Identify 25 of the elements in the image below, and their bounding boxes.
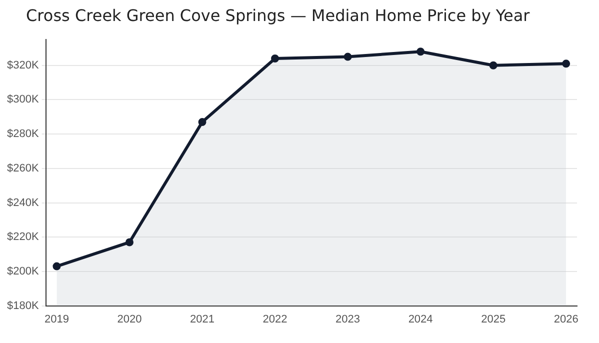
y-tick-label: $320K [6,59,40,72]
x-tick-label: 2022 [262,313,288,326]
point [416,48,425,56]
point [489,61,498,70]
x-tick-label: 2020 [117,313,142,326]
x-tick-label: 2024 [408,313,433,326]
y-tick-label: $200K [6,265,40,278]
x-tick-label: 2019 [44,313,69,326]
point [562,60,570,68]
y-tick-label: $280K [6,128,40,140]
y-tick-label: $260K [6,162,40,174]
point [271,54,280,62]
y-tick-label: $240K [6,196,40,209]
x-tick-label: 2021 [190,313,214,326]
y-tick-label: $300K [6,94,40,106]
y-tick-label: $180K [6,300,40,312]
point [52,262,61,270]
point [198,118,206,126]
y-tick-label: $220K [6,231,40,244]
x-tick-label: 2026 [554,313,578,326]
x-tick-label: 2025 [481,313,506,326]
chart-title: Cross Creek Green Cove Springs — Median Home Price by Year [26,6,530,25]
point [344,52,352,61]
point [125,238,134,246]
x-tick-label: 2023 [336,313,360,326]
